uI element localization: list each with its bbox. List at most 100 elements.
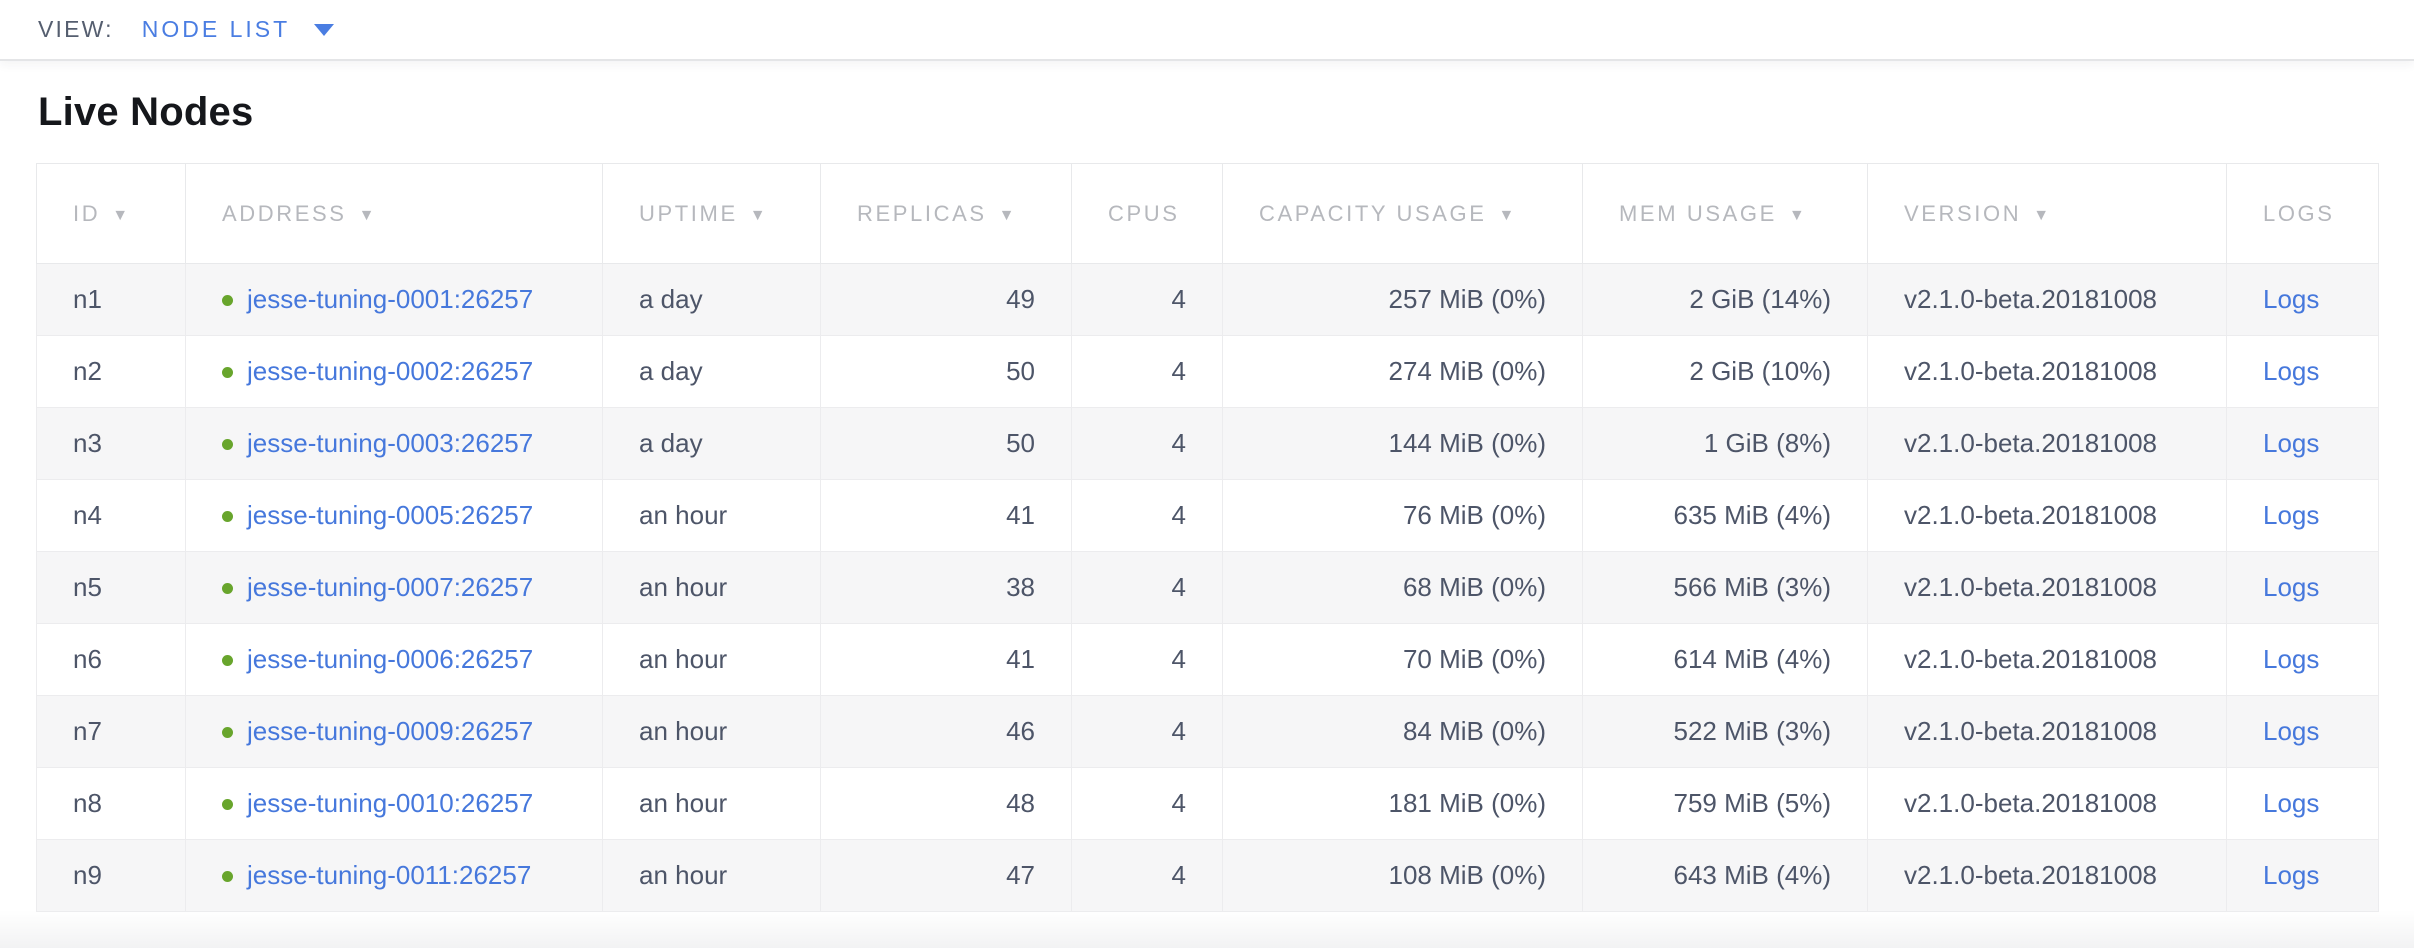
cell-address: jesse-tuning-0010:26257 (185, 767, 603, 840)
logs-link[interactable]: Logs (2263, 644, 2320, 674)
cell-logs: Logs (2226, 551, 2379, 624)
cell-capacity: 70 MiB (0%) (1222, 623, 1583, 696)
cell-id: n1 (36, 263, 186, 336)
node-address-link[interactable]: jesse-tuning-0006:26257 (247, 644, 534, 674)
cell-replicas: 46 (820, 695, 1072, 768)
node-healthy-status-icon (222, 871, 233, 882)
cell-logs: Logs (2226, 407, 2379, 480)
cell-mem: 2 GiB (10%) (1582, 335, 1868, 408)
cell-mem: 614 MiB (4%) (1582, 623, 1868, 696)
cell-version: v2.1.0-beta.20181008 (1867, 839, 2227, 912)
cell-replicas: 49 (820, 263, 1072, 336)
table-row: n9 jesse-tuning-0011:26257 an hour 47 4 108 M… (36, 839, 2379, 912)
cell-capacity: 68 MiB (0%) (1222, 551, 1583, 624)
node-address-link[interactable]: jesse-tuning-0011:26257 (247, 860, 532, 890)
cell-address: jesse-tuning-0003:26257 (185, 407, 603, 480)
table-row: n4 jesse-tuning-0005:26257 an hour 41 4 76 Mi… (36, 479, 2379, 552)
column-label: MEM USAGE (1619, 200, 1777, 226)
table-row: n8 jesse-tuning-0010:26257 an hour 48 4 181 M… (36, 767, 2379, 840)
cell-uptime: an hour (602, 479, 821, 552)
cell-capacity: 76 MiB (0%) (1222, 479, 1583, 552)
node-address-link[interactable]: jesse-tuning-0007:26257 (247, 572, 534, 602)
table-row: n1 jesse-tuning-0001:26257 a day 49 4 257 MiB… (36, 263, 2379, 336)
column-header-mem[interactable]: MEM USAGE ▼ (1582, 163, 1868, 264)
column-header-version[interactable]: VERSION ▼ (1867, 163, 2227, 264)
column-header-replicas[interactable]: REPLICAS ▼ (820, 163, 1072, 264)
cell-uptime: an hour (602, 839, 821, 912)
cell-address: jesse-tuning-0009:26257 (185, 695, 603, 768)
cell-cpus: 4 (1071, 767, 1223, 840)
cell-version: v2.1.0-beta.20181008 (1867, 335, 2227, 408)
node-address-link[interactable]: jesse-tuning-0002:26257 (247, 356, 534, 386)
cell-version: v2.1.0-beta.20181008 (1867, 407, 2227, 480)
node-healthy-status-icon (222, 295, 233, 306)
cell-version: v2.1.0-beta.20181008 (1867, 551, 2227, 624)
node-healthy-status-icon (222, 727, 233, 738)
table-row: n2 jesse-tuning-0002:26257 a day 50 4 274 MiB… (36, 335, 2379, 408)
cell-address: jesse-tuning-0011:26257 (185, 839, 603, 912)
cell-id: n4 (36, 479, 186, 552)
cell-address: jesse-tuning-0005:26257 (185, 479, 603, 552)
view-selector-dropdown[interactable]: NODE LIST (141, 16, 335, 43)
node-healthy-status-icon (222, 511, 233, 522)
column-label: CPUS (1108, 200, 1180, 226)
node-address-link[interactable]: jesse-tuning-0003:26257 (247, 428, 534, 458)
logs-link[interactable]: Logs (2263, 284, 2320, 314)
cell-version: v2.1.0-beta.20181008 (1867, 695, 2227, 768)
cell-mem: 2 GiB (14%) (1582, 263, 1868, 336)
cell-version: v2.1.0-beta.20181008 (1867, 263, 2227, 336)
node-address-link[interactable]: jesse-tuning-0009:26257 (247, 716, 534, 746)
logs-link[interactable]: Logs (2263, 428, 2320, 458)
cell-cpus: 4 (1071, 335, 1223, 408)
page-title: Live Nodes (38, 90, 254, 134)
table-row: n3 jesse-tuning-0003:26257 a day 50 4 144 MiB… (36, 407, 2379, 480)
sort-desc-icon: ▼ (2033, 206, 2052, 224)
cell-replicas: 48 (820, 767, 1072, 840)
cell-replicas: 47 (820, 839, 1072, 912)
cell-replicas: 50 (820, 335, 1072, 408)
bottom-shadow (0, 910, 2414, 948)
cell-replicas: 38 (820, 551, 1072, 624)
logs-link[interactable]: Logs (2263, 500, 2320, 530)
cell-replicas: 50 (820, 407, 1072, 480)
cell-id: n5 (36, 551, 186, 624)
cell-mem: 635 MiB (4%) (1582, 479, 1868, 552)
view-selector-value: NODE LIST (141, 16, 291, 42)
cell-address: jesse-tuning-0007:26257 (185, 551, 603, 624)
column-header-uptime[interactable]: UPTIME ▼ (602, 163, 821, 264)
cell-cpus: 4 (1071, 479, 1223, 552)
column-label: VERSION (1904, 200, 2022, 226)
logs-link[interactable]: Logs (2263, 572, 2320, 602)
cell-address: jesse-tuning-0001:26257 (185, 263, 603, 336)
cell-version: v2.1.0-beta.20181008 (1867, 623, 2227, 696)
logs-link[interactable]: Logs (2263, 860, 2320, 890)
cell-address: jesse-tuning-0006:26257 (185, 623, 603, 696)
sort-desc-icon: ▼ (1788, 206, 1808, 224)
cell-mem: 522 MiB (3%) (1582, 695, 1868, 768)
sort-desc-icon: ▼ (112, 206, 131, 224)
cell-capacity: 108 MiB (0%) (1222, 839, 1583, 912)
node-address-link[interactable]: jesse-tuning-0005:26257 (247, 500, 534, 530)
logs-link[interactable]: Logs (2263, 356, 2320, 386)
node-address-link[interactable]: jesse-tuning-0001:26257 (247, 284, 534, 314)
cell-cpus: 4 (1071, 623, 1223, 696)
cell-replicas: 41 (820, 479, 1072, 552)
column-header-id[interactable]: ID ▼ (36, 163, 186, 264)
cell-uptime: an hour (602, 551, 821, 624)
cell-id: n9 (36, 839, 186, 912)
cell-logs: Logs (2226, 767, 2379, 840)
logs-link[interactable]: Logs (2263, 716, 2320, 746)
node-address-link[interactable]: jesse-tuning-0010:26257 (247, 788, 534, 818)
cell-address: jesse-tuning-0002:26257 (185, 335, 603, 408)
column-header-address[interactable]: ADDRESS ▼ (185, 163, 603, 264)
cell-id: n7 (36, 695, 186, 768)
cell-capacity: 144 MiB (0%) (1222, 407, 1583, 480)
logs-link[interactable]: Logs (2263, 788, 2320, 818)
column-header-capacity[interactable]: CAPACITY USAGE ▼ (1222, 163, 1583, 264)
column-label: LOGS (2263, 200, 2335, 226)
cell-id: n8 (36, 767, 186, 840)
cell-replicas: 41 (820, 623, 1072, 696)
node-healthy-status-icon (222, 799, 233, 810)
cell-logs: Logs (2226, 695, 2379, 768)
cell-cpus: 4 (1071, 695, 1223, 768)
